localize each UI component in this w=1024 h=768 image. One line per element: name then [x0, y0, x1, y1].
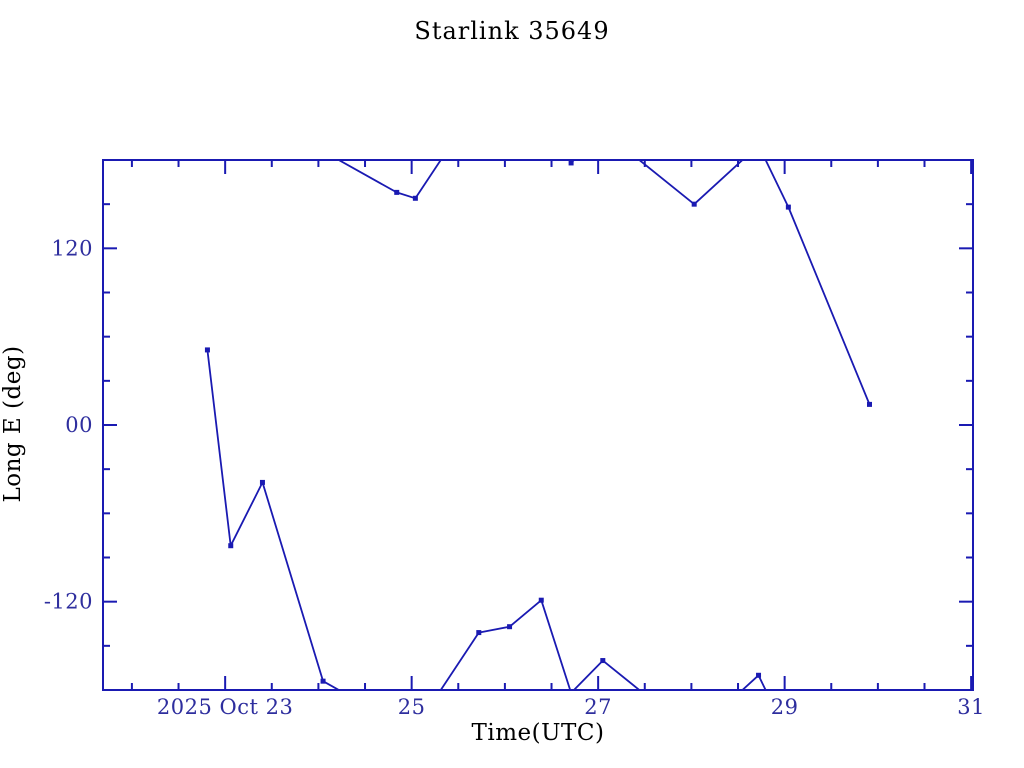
data-point-marker: [259, 479, 265, 485]
x-axis-label: Time(UTC): [472, 720, 605, 746]
x-tick-label: 2025 Oct 23: [157, 695, 293, 719]
x-tick-label: 29: [771, 695, 799, 719]
data-point-marker: [507, 624, 513, 630]
y-tick-label: 120: [51, 236, 93, 260]
data-point-marker: [476, 630, 482, 636]
data-point-marker: [538, 597, 544, 603]
data-point-marker: [691, 201, 697, 207]
data-point-marker: [204, 347, 210, 353]
y-axis-label: Long E (deg): [0, 345, 26, 502]
data-point-marker: [394, 189, 400, 195]
data-point-marker: [568, 160, 574, 166]
chart-title: Starlink 35649: [414, 17, 609, 45]
x-tick-label: 31: [957, 695, 985, 719]
data-point-marker: [600, 658, 606, 664]
data-point-marker: [866, 401, 872, 407]
data-point-marker: [412, 195, 418, 201]
x-tick-label: 27: [584, 695, 612, 719]
data-point-marker: [756, 672, 762, 678]
y-tick-label: 00: [65, 413, 93, 437]
data-point-marker: [228, 543, 234, 549]
x-tick-label: 25: [398, 695, 426, 719]
plot-frame: [102, 159, 974, 691]
data-point-marker: [785, 204, 791, 210]
data-series-line: [206, 160, 871, 690]
y-tick-label: -120: [44, 590, 93, 614]
data-point-marker: [320, 678, 326, 684]
